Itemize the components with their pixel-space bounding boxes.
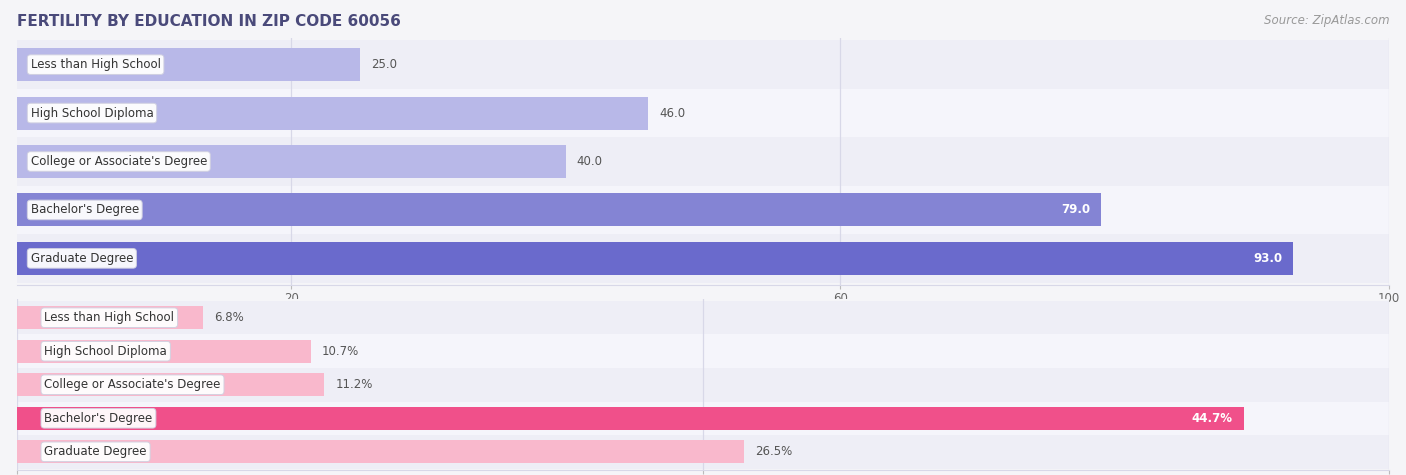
- Text: College or Associate's Degree: College or Associate's Degree: [31, 155, 207, 168]
- Text: 93.0: 93.0: [1253, 252, 1282, 265]
- Bar: [17, 306, 204, 329]
- Text: Graduate Degree: Graduate Degree: [31, 252, 134, 265]
- Bar: [17, 234, 1389, 283]
- Bar: [17, 373, 325, 396]
- Bar: [17, 435, 1389, 468]
- Bar: [17, 440, 744, 463]
- Bar: [17, 301, 1389, 334]
- Bar: [17, 340, 311, 362]
- Bar: [17, 48, 360, 81]
- Text: 79.0: 79.0: [1062, 203, 1090, 217]
- Bar: [17, 40, 1389, 89]
- Bar: [17, 96, 648, 130]
- Text: College or Associate's Degree: College or Associate's Degree: [45, 378, 221, 391]
- Text: 46.0: 46.0: [659, 106, 685, 120]
- Text: FERTILITY BY EDUCATION IN ZIP CODE 60056: FERTILITY BY EDUCATION IN ZIP CODE 60056: [17, 14, 401, 29]
- Text: Bachelor's Degree: Bachelor's Degree: [31, 203, 139, 217]
- Bar: [17, 368, 1389, 401]
- Text: Bachelor's Degree: Bachelor's Degree: [45, 412, 153, 425]
- Text: 11.2%: 11.2%: [335, 378, 373, 391]
- Bar: [17, 407, 1244, 430]
- Bar: [17, 145, 565, 178]
- Bar: [17, 193, 1101, 227]
- Bar: [17, 186, 1389, 234]
- Bar: [17, 137, 1389, 186]
- Bar: [17, 89, 1389, 137]
- Text: 44.7%: 44.7%: [1192, 412, 1233, 425]
- Text: 26.5%: 26.5%: [755, 445, 793, 458]
- Text: High School Diploma: High School Diploma: [45, 345, 167, 358]
- Bar: [17, 401, 1389, 435]
- Text: High School Diploma: High School Diploma: [31, 106, 153, 120]
- Text: 6.8%: 6.8%: [215, 311, 245, 324]
- Bar: [17, 334, 1389, 368]
- Text: 25.0: 25.0: [371, 58, 396, 71]
- Text: 10.7%: 10.7%: [322, 345, 359, 358]
- Bar: [17, 242, 1294, 275]
- Text: Less than High School: Less than High School: [45, 311, 174, 324]
- Text: Less than High School: Less than High School: [31, 58, 160, 71]
- Text: Source: ZipAtlas.com: Source: ZipAtlas.com: [1264, 14, 1389, 27]
- Text: Graduate Degree: Graduate Degree: [45, 445, 146, 458]
- Text: 40.0: 40.0: [576, 155, 603, 168]
